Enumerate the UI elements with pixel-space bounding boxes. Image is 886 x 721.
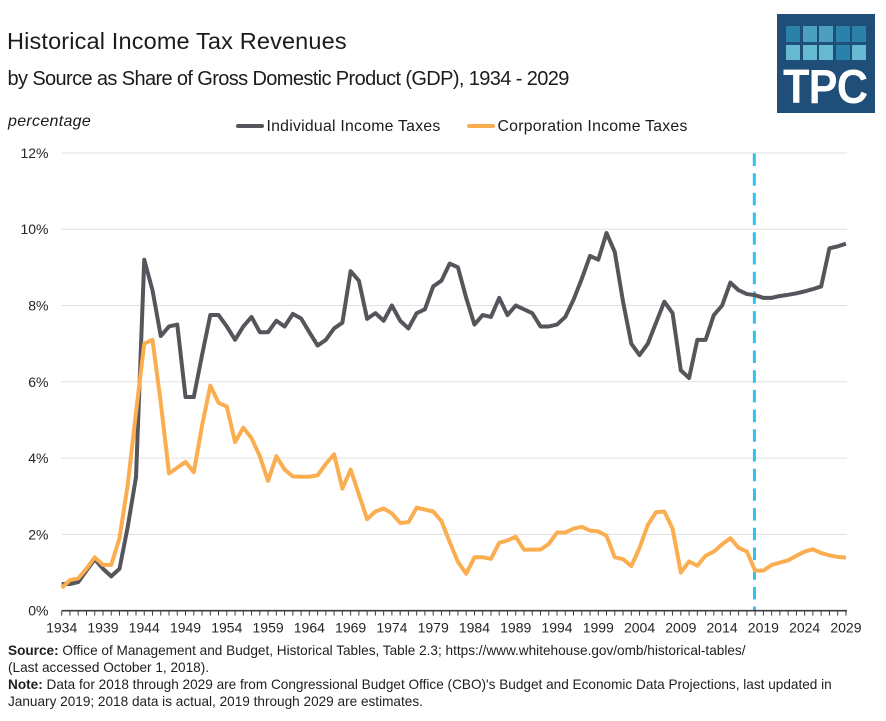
svg-text:2%: 2% — [28, 526, 48, 542]
svg-text:1974: 1974 — [376, 620, 407, 636]
svg-text:1994: 1994 — [541, 620, 572, 636]
svg-text:1979: 1979 — [418, 620, 449, 636]
svg-text:2024: 2024 — [789, 620, 820, 636]
svg-text:1954: 1954 — [211, 620, 242, 636]
svg-text:2029: 2029 — [830, 620, 861, 636]
svg-text:2004: 2004 — [624, 620, 655, 636]
svg-text:1934: 1934 — [46, 620, 77, 636]
svg-text:6%: 6% — [28, 374, 48, 390]
svg-text:1939: 1939 — [87, 620, 118, 636]
svg-text:1969: 1969 — [335, 620, 366, 636]
svg-text:1989: 1989 — [500, 620, 531, 636]
svg-text:4%: 4% — [28, 450, 48, 466]
svg-text:2009: 2009 — [665, 620, 696, 636]
svg-text:1959: 1959 — [253, 620, 284, 636]
svg-text:12%: 12% — [20, 145, 48, 161]
svg-text:2014: 2014 — [707, 620, 738, 636]
svg-text:10%: 10% — [20, 221, 48, 237]
svg-text:1944: 1944 — [129, 620, 160, 636]
svg-text:1964: 1964 — [294, 620, 325, 636]
svg-text:1949: 1949 — [170, 620, 201, 636]
svg-text:2019: 2019 — [748, 620, 779, 636]
svg-text:8%: 8% — [28, 298, 48, 314]
svg-text:0%: 0% — [28, 603, 48, 619]
svg-text:1999: 1999 — [583, 620, 614, 636]
svg-text:1984: 1984 — [459, 620, 490, 636]
